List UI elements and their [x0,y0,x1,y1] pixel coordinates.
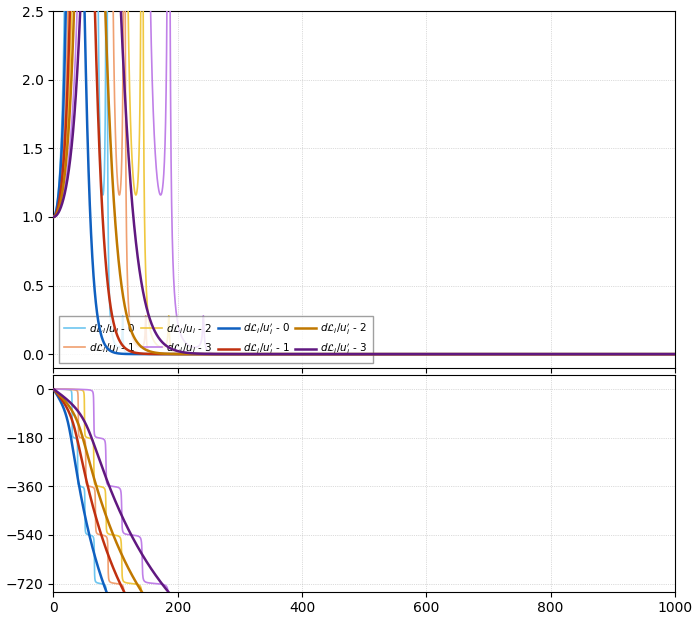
Legend: $d\mathcal{L}_i/u_i$ - 0, $d\mathcal{L}_i/u_i$ - 1, $d\mathcal{L}_i/u_i$ - 2, $d: $d\mathcal{L}_i/u_i$ - 0, $d\mathcal{L}_… [59,316,373,363]
